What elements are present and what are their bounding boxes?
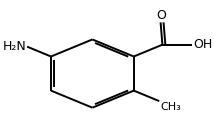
- Text: H₂N: H₂N: [3, 40, 26, 53]
- Text: OH: OH: [193, 38, 212, 51]
- Text: CH₃: CH₃: [160, 102, 181, 112]
- Text: O: O: [157, 9, 166, 22]
